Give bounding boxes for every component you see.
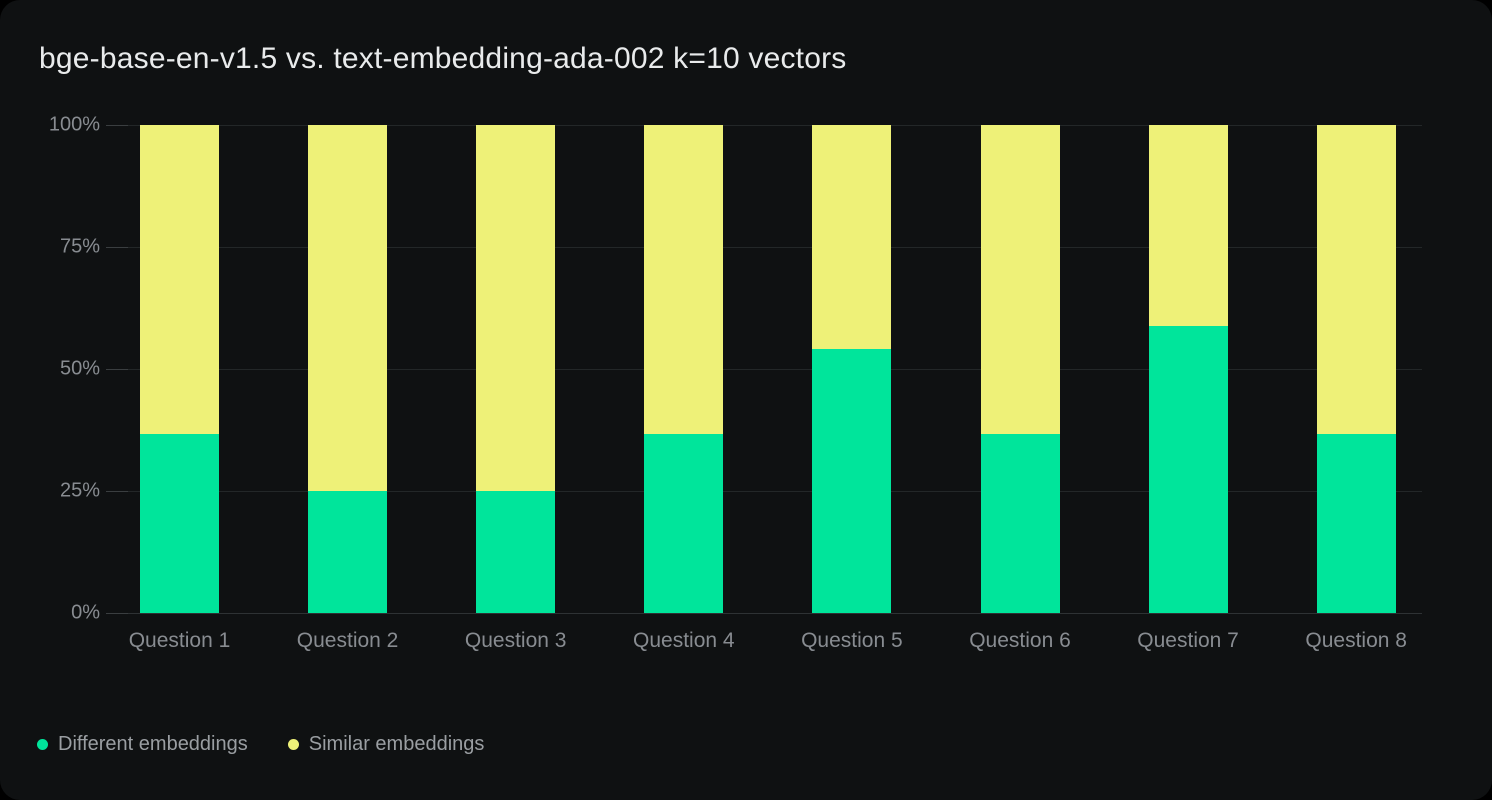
y-axis-label-50: 50% (59, 357, 100, 380)
legend-dot-different-icon (37, 739, 48, 750)
x-axis-label-1: Question 1 (128, 629, 231, 652)
bar-8-segment-similar[interactable] (1316, 125, 1396, 435)
x-axis-label-2: Question 2 (296, 629, 399, 652)
bar-4 (644, 125, 724, 614)
bar-4-segment-different[interactable] (644, 434, 724, 613)
bar-6 (980, 125, 1060, 614)
y-axis-tick-50 (106, 369, 128, 370)
y-axis-label-0: 0% (71, 601, 100, 624)
x-axis-label-6: Question 6 (969, 629, 1071, 652)
x-axis-label-3: Question 3 (464, 629, 567, 652)
bar-2-segment-similar[interactable] (308, 125, 388, 491)
bar-1-segment-different[interactable] (140, 434, 219, 613)
legend-dot-similar-icon (287, 739, 299, 750)
y-axis-tick-75 (106, 247, 128, 248)
x-axis-label-8: Question 8 (1305, 629, 1407, 652)
bar-5 (812, 125, 892, 614)
x-axis-label-7: Question 7 (1137, 629, 1239, 652)
y-axis-label-100: 100% (48, 113, 100, 136)
plot-area: 0% 25% 50% 75% 100% Question 1 Question 2 Quest… (49, 114, 1422, 652)
legend-label-different: Different embeddings (58, 733, 248, 755)
bar-3-segment-different[interactable] (476, 491, 556, 613)
bar-2-segment-different[interactable] (308, 491, 388, 613)
bar-7-segment-different[interactable] (1148, 325, 1228, 613)
y-axis-label-25: 25% (59, 479, 100, 502)
bar-4-segment-similar[interactable] (644, 125, 724, 435)
y-axis-tick-25 (106, 491, 128, 492)
legend-item-different-embeddings[interactable]: Different embeddings (37, 733, 248, 756)
legend-label-similar: Similar embeddings (308, 733, 485, 755)
bar-7-segment-similar[interactable] (1148, 125, 1228, 326)
bar-8-segment-different[interactable] (1316, 434, 1396, 613)
gridline-50 (128, 369, 1422, 370)
gridline-0 (128, 613, 1422, 614)
gridline-25 (128, 491, 1422, 492)
bar-6-segment-similar[interactable] (980, 125, 1060, 435)
bar-3 (476, 125, 556, 614)
bar-3-segment-similar[interactable] (476, 125, 556, 491)
y-axis-tick-0 (106, 613, 128, 614)
bar-2 (308, 125, 388, 614)
chart-legend: Different embeddings Similar embeddings (37, 733, 484, 756)
bar-5-segment-different[interactable] (812, 348, 892, 613)
gridline-100 (128, 125, 1422, 126)
x-axis-label-4: Question 4 (633, 629, 735, 652)
gridline-75 (128, 247, 1422, 248)
bar-8 (1316, 125, 1396, 614)
bar-5-segment-similar[interactable] (812, 125, 892, 349)
bar-6-segment-different[interactable] (980, 434, 1060, 613)
chart-title: bge-base-en-v1.5 vs. text-embedding-ada-… (39, 42, 847, 75)
bar-1 (140, 125, 219, 614)
bar-7 (1148, 125, 1228, 614)
x-axis-label-5: Question 5 (801, 629, 903, 652)
y-axis-tick-100 (106, 125, 128, 126)
bar-1-segment-similar[interactable] (140, 125, 219, 435)
y-axis-label-75: 75% (59, 235, 100, 258)
legend-item-similar-embeddings[interactable]: Similar embeddings (287, 733, 485, 756)
